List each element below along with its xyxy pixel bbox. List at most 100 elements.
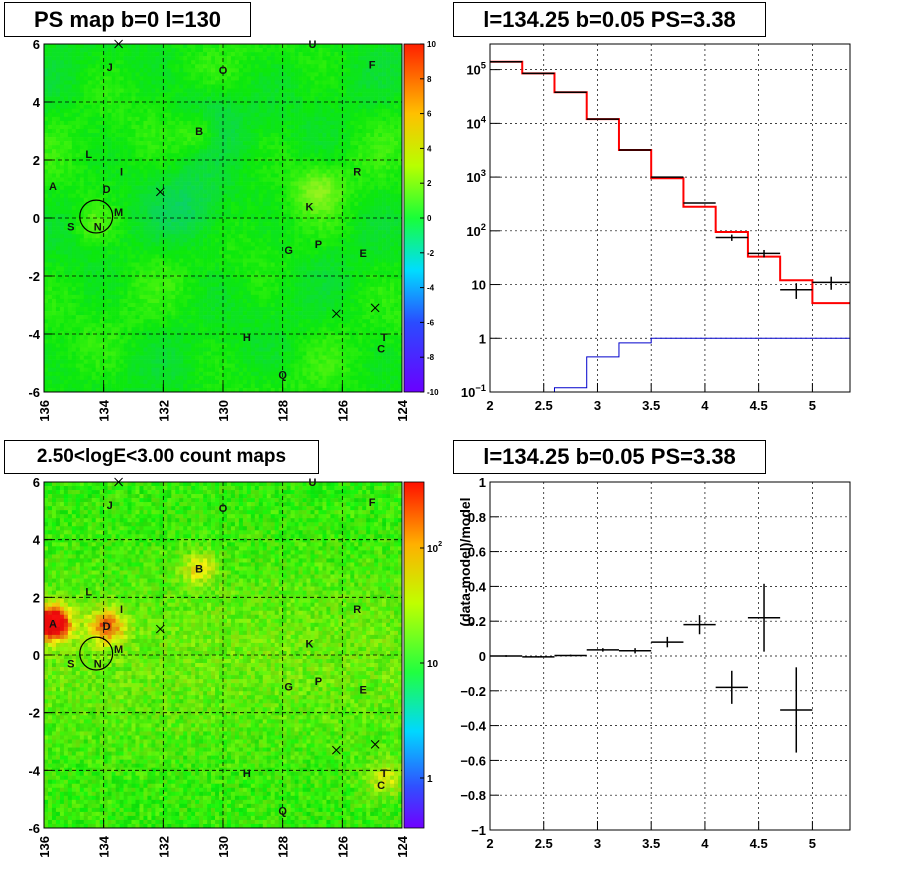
- heatmap-cell: [71, 76, 77, 81]
- heatmap-cell: [234, 213, 240, 219]
- heatmap-cell: [127, 169, 132, 174]
- heatmap-cell: [226, 213, 232, 219]
- heatmap-cell: [63, 177, 69, 182]
- heatmap-cell: [207, 205, 212, 211]
- heatmap-cell: [294, 120, 299, 126]
- heatmap-cell: [286, 104, 291, 110]
- heatmap-cell: [354, 213, 359, 219]
- heatmap-cell: [59, 234, 65, 239]
- heatmap-cell: [59, 141, 65, 146]
- heatmap-cell: [334, 92, 339, 97]
- heatmap-cell: [326, 153, 331, 158]
- heatmap-cell: [183, 254, 188, 259]
- heatmap-cell: [378, 238, 383, 243]
- heatmap-cell: [183, 234, 188, 239]
- heatmap-cell: [354, 242, 359, 247]
- heatmap-cell: [131, 169, 136, 174]
- heatmap-cell: [374, 141, 379, 146]
- heatmap-cell: [79, 104, 85, 110]
- heatmap-cell: [207, 238, 212, 243]
- heatmap-cell: [159, 197, 164, 203]
- heatmap-cell: [326, 165, 331, 170]
- heatmap-cell: [318, 201, 323, 207]
- heatmap-cell: [179, 153, 184, 158]
- heatmap-cell: [230, 209, 236, 215]
- heatmap-cell: [191, 266, 196, 271]
- heatmap-cell: [270, 213, 276, 219]
- heatmap-cell: [390, 149, 395, 154]
- heatmap-cell: [63, 213, 69, 219]
- heatmap-cell: [342, 177, 347, 182]
- heatmap-cell: [203, 128, 208, 134]
- heatmap-cell: [282, 185, 287, 190]
- heatmap-cell: [127, 104, 132, 110]
- heatmap-cell: [338, 165, 343, 170]
- heatmap-cell: [107, 209, 112, 215]
- heatmap-cell: [238, 141, 244, 146]
- heatmap-cell: [342, 141, 347, 146]
- heatmap-cell: [159, 181, 164, 186]
- heatmap-cell: [374, 112, 379, 118]
- heatmap-cell: [274, 88, 279, 93]
- heatmap-cell: [370, 193, 375, 199]
- heatmap-cell: [99, 205, 104, 211]
- heatmap-cell: [318, 44, 323, 49]
- heatmap-cell: [394, 64, 399, 69]
- heatmap-cell: [183, 218, 188, 223]
- heatmap-cell: [199, 193, 204, 199]
- heatmap-cell: [298, 201, 303, 207]
- heatmap-cell: [83, 209, 89, 215]
- heatmap-cell: [67, 76, 73, 81]
- heatmap-cell: [67, 254, 73, 259]
- heatmap-cell: [378, 205, 383, 211]
- heatmap-cell: [207, 173, 212, 178]
- heatmap-cell: [83, 173, 89, 178]
- heatmap-cell: [278, 242, 283, 247]
- heatmap-cell: [95, 68, 100, 73]
- heatmap-cell: [254, 108, 260, 114]
- heatmap-cell: [382, 108, 387, 114]
- heatmap-cell: [71, 213, 77, 219]
- heatmap-cell: [47, 137, 53, 142]
- heatmap-cell: [314, 173, 319, 178]
- heatmap-cell: [306, 92, 311, 97]
- heatmap-cell: [294, 230, 299, 235]
- heatmap-cell: [378, 133, 383, 138]
- heatmap-cell: [386, 141, 391, 146]
- heatmap-cell: [75, 60, 81, 65]
- heatmap-cell: [370, 80, 375, 85]
- heatmap-cell: [215, 258, 220, 263]
- heatmap-cell: [167, 149, 172, 154]
- heatmap-cell: [51, 80, 57, 85]
- heatmap-cell: [290, 145, 295, 150]
- heatmap-cell: [71, 254, 77, 259]
- heatmap-cell: [370, 145, 375, 150]
- heatmap-cell: [127, 76, 132, 81]
- heatmap-cell: [67, 157, 73, 162]
- heatmap-cell: [95, 201, 100, 207]
- heatmap-cell: [394, 209, 399, 215]
- heatmap-cell: [147, 197, 152, 203]
- heatmap-cell: [314, 124, 319, 130]
- heatmap-cell: [139, 161, 144, 166]
- heatmap-cell: [183, 161, 188, 166]
- heatmap-cell: [234, 68, 240, 73]
- heatmap-cell: [143, 112, 148, 118]
- heatmap-cell: [135, 84, 140, 89]
- heatmap-cell: [246, 92, 252, 97]
- heatmap-cell: [398, 120, 403, 126]
- heatmap-cell: [215, 238, 220, 243]
- heatmap-cell: [79, 48, 85, 53]
- heatmap-cell: [302, 80, 307, 85]
- heatmap-cell: [326, 205, 331, 211]
- heatmap-cell: [250, 145, 256, 150]
- heatmap-cell: [123, 254, 128, 259]
- heatmap-cell: [195, 44, 200, 49]
- heatmap-cell: [135, 266, 140, 271]
- heatmap-cell: [254, 88, 260, 93]
- heatmap-cell: [211, 222, 216, 227]
- heatmap-cell: [394, 262, 399, 267]
- heatmap-cell: [378, 234, 383, 239]
- heatmap-cell: [294, 92, 299, 97]
- heatmap-cell: [155, 246, 160, 251]
